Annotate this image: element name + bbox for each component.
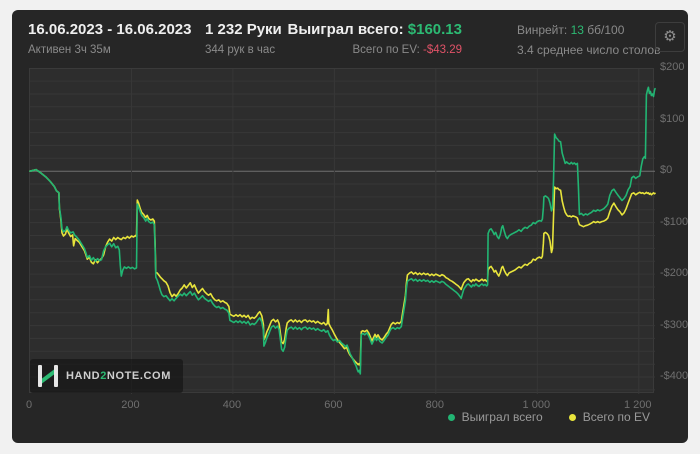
y-tick-label: $200	[660, 61, 685, 74]
active-time: Активен 3ч 35м	[28, 44, 111, 56]
winnings-block: Выиграл всего: $160.13 Всего по EV: -$43…	[280, 21, 462, 59]
hands-block: 1 232 Руки 344 рук в час	[205, 21, 282, 59]
ev-total-line: Всего по EV: -$43.29	[280, 41, 463, 59]
winrate-units: бб/100	[587, 23, 625, 37]
y-tick-label: -$200	[660, 267, 689, 280]
legend-label: Выиграл всего	[461, 410, 543, 424]
x-tick-label: 0	[25, 399, 33, 411]
gear-icon: ⚙	[663, 28, 677, 45]
settings-button[interactable]: ⚙	[655, 22, 685, 52]
legend-dot-icon	[447, 413, 455, 421]
winrate-label: Винрейт:	[517, 23, 568, 37]
hand2note-logo-text: HAND2NOTE.COM	[66, 370, 171, 382]
hands-count: 1 232 Руки	[205, 21, 282, 38]
hands-per-hour: 344 рук в час	[205, 44, 276, 56]
chart-legend: Выиграл всего Всего по EV	[447, 410, 650, 424]
winrate-line: Винрейт: 13 бб/100	[517, 21, 660, 39]
legend-item[interactable]: Всего по EV	[568, 410, 650, 424]
hand2note-logo: HAND2NOTE.COM	[30, 359, 183, 393]
y-tick-label: -$400	[660, 370, 689, 383]
ev-total-label: Всего по EV:	[352, 44, 420, 56]
results-graph	[29, 69, 656, 394]
y-tick-label: -$300	[660, 318, 689, 331]
won-total-line: Выиграл всего: $160.13	[280, 21, 462, 39]
chart-plot-area	[29, 68, 656, 394]
x-tick-label: 600	[324, 399, 343, 411]
x-tick-label: 1 200	[624, 399, 652, 411]
y-tick-label: $0	[660, 164, 673, 177]
date-range-block: 16.06.2023 - 16.06.2023 Активен 3ч 35м	[28, 21, 191, 59]
won-total-value: $160.13	[407, 21, 462, 38]
legend-label: Всего по EV	[582, 410, 650, 424]
ev-total-value: -$43.29	[422, 44, 462, 56]
y-tick-label: -$100	[660, 215, 689, 228]
winrate-block: Винрейт: 13 бб/100 3.4 среднее число сто…	[517, 21, 660, 59]
hand2note-logo-icon	[38, 365, 58, 387]
x-tick-label: 200	[121, 399, 140, 411]
x-tick-label: 1 000	[522, 399, 551, 411]
avg-tables: 3.4 среднее число столов	[517, 43, 661, 57]
results-panel: 16.06.2023 - 16.06.2023 Активен 3ч 35м 1…	[12, 10, 688, 443]
x-tick-label: 800	[425, 399, 445, 411]
x-tick-label: 400	[222, 399, 242, 411]
legend-item[interactable]: Выиграл всего	[447, 410, 543, 424]
series-line	[29, 86, 656, 375]
winrate-value: 13	[570, 23, 584, 37]
legend-dot-icon	[568, 413, 576, 421]
won-total-label: Выиграл всего:	[287, 21, 404, 38]
y-tick-label: $100	[660, 112, 685, 125]
date-range: 16.06.2023 - 16.06.2023	[28, 21, 192, 38]
